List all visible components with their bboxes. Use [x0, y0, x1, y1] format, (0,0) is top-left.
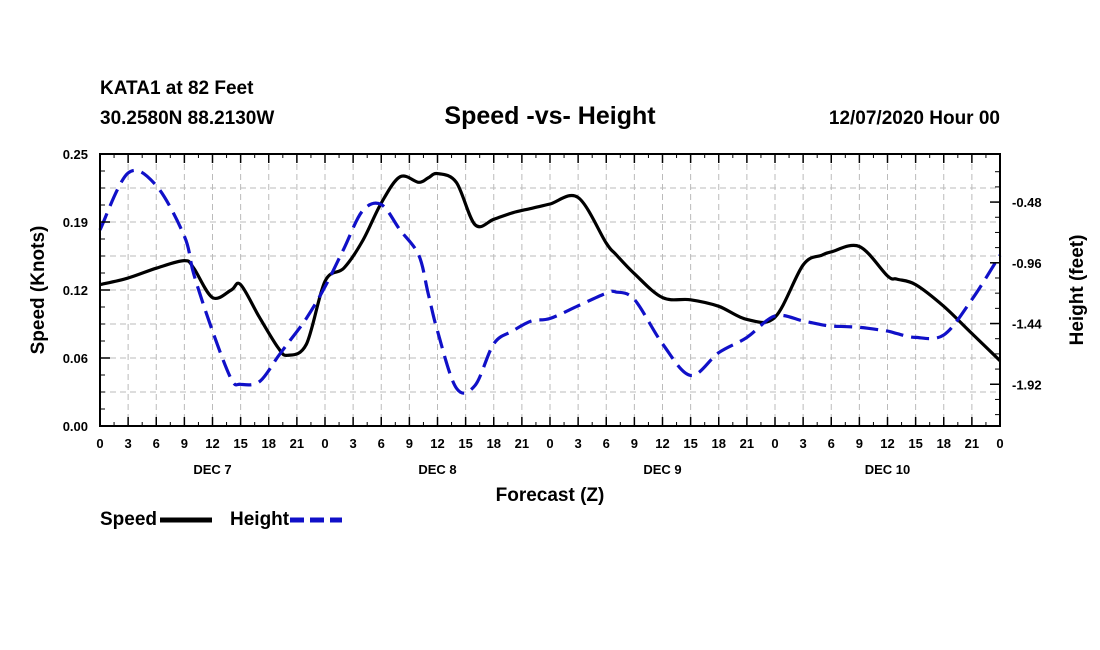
- x-tick-label: 18: [262, 436, 276, 451]
- x-tick-label: 6: [828, 436, 835, 451]
- y-left-tick-label: 0.25: [63, 147, 88, 162]
- x-tick-label: 15: [458, 436, 472, 451]
- day-label: DEC 8: [418, 462, 456, 477]
- x-tick-label: 9: [406, 436, 413, 451]
- y-axis-left-label: Speed (Knots): [28, 226, 49, 355]
- x-tick-label: 15: [233, 436, 247, 451]
- x-tick-label: 0: [321, 436, 328, 451]
- x-tick-label: 12: [205, 436, 219, 451]
- x-axis-label: Forecast (Z): [496, 485, 605, 506]
- y-right-tick-label: -1.44: [1012, 317, 1042, 332]
- x-tick-label: 3: [125, 436, 132, 451]
- x-tick-label: 12: [880, 436, 894, 451]
- x-tick-label: 9: [856, 436, 863, 451]
- y-left-tick-label: 0.19: [63, 215, 88, 230]
- legend-height-label: Height: [230, 509, 290, 530]
- x-tick-label: 21: [740, 436, 754, 451]
- x-tick-label: 0: [96, 436, 103, 451]
- x-tick-label: 12: [655, 436, 669, 451]
- location-label: 30.2580N 88.2130W: [100, 108, 274, 129]
- y-left-tick-label: 0.00: [63, 419, 88, 434]
- y-right-tick-label: -0.48: [1012, 195, 1042, 210]
- y-left-tick-label: 0.12: [63, 283, 88, 298]
- station-label: KATA1 at 82 Feet: [100, 78, 254, 99]
- x-tick-label: 21: [515, 436, 529, 451]
- x-tick-label: 18: [712, 436, 726, 451]
- y-right-tick-label: -1.92: [1012, 377, 1042, 392]
- x-tick-label: 0: [996, 436, 1003, 451]
- x-tick-label: 9: [181, 436, 188, 451]
- series-line-height: [98, 168, 1002, 395]
- series-lines: [98, 168, 1002, 395]
- x-tick-label: 0: [771, 436, 778, 451]
- x-tick-label: 6: [153, 436, 160, 451]
- x-tick-label: 12: [430, 436, 444, 451]
- x-tick-label: 3: [575, 436, 582, 451]
- legend-speed-label: Speed: [100, 509, 157, 530]
- y-axis-right-label: Height (feet): [1067, 235, 1088, 346]
- x-tick-label: 18: [487, 436, 501, 451]
- y-right-tick-label: -0.96: [1012, 256, 1042, 271]
- axis-labels: 0 3 6 9 12 15 18 21 0 3 6 9 12 15 18 21 0 3 6 9 12 15 18 21 0 3 6 9…: [63, 147, 1043, 477]
- day-label: DEC 7: [193, 462, 231, 477]
- x-tick-label: 6: [603, 436, 610, 451]
- axis-ticks: [99, 153, 1001, 427]
- day-label: DEC 10: [865, 462, 911, 477]
- x-tick-label: 15: [908, 436, 922, 451]
- day-label: DEC 9: [643, 462, 681, 477]
- x-tick-label: 21: [965, 436, 979, 451]
- legend: Speed Height: [100, 509, 342, 530]
- y-left-tick-label: 0.06: [63, 351, 88, 366]
- datetime-label: 12/07/2020 Hour 00: [829, 108, 1000, 129]
- x-tick-label: 0: [546, 436, 553, 451]
- x-tick-label: 18: [937, 436, 951, 451]
- series-line-speed: [99, 171, 1002, 362]
- x-tick-label: 6: [378, 436, 385, 451]
- chart-title: Speed -vs- Height: [444, 102, 656, 130]
- x-tick-label: 3: [800, 436, 807, 451]
- x-tick-label: 15: [683, 436, 697, 451]
- x-tick-label: 21: [290, 436, 304, 451]
- x-tick-label: 9: [631, 436, 638, 451]
- x-tick-label: 3: [350, 436, 357, 451]
